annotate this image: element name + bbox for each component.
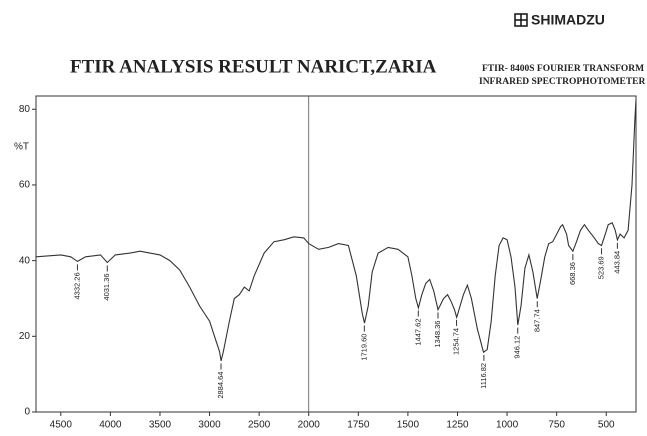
peak-label: 1116.82 [479,363,488,389]
y-tick-label: 80 [19,104,31,115]
peak-label: 946.12 [513,336,522,359]
x-tick-label: 1250 [446,420,469,431]
peak-label: 4031.36 [102,273,111,300]
peak-label: 1254.74 [452,328,461,355]
y-axis-label: %T [14,142,29,153]
peak-label: 1719.60 [359,334,368,361]
peak-label: 4332.26 [72,272,81,299]
x-tick-label: 2500 [248,420,271,431]
x-tick-label: 500 [598,420,615,431]
peak-label: 847.74 [532,309,541,332]
x-tick-label: 750 [548,420,565,431]
peak-label: 1447.62 [413,318,422,345]
y-tick-label: 0 [24,407,30,418]
chart-title: FTIR ANALYSIS RESULT NARICT,ZARIA [70,56,437,77]
x-tick-label: 1750 [347,420,370,431]
x-tick-label: 3000 [198,420,221,431]
peak-label: 1348.36 [433,321,442,348]
x-tick-label: 3500 [149,420,172,431]
brand: SHIMADZU [531,12,605,28]
subtitle: FTIR- 8400S FOURIER TRANSFORM [482,64,644,74]
x-tick-label: 2000 [298,420,321,431]
peak-label: 523.69 [597,256,606,279]
x-tick-label: 4000 [99,420,122,431]
x-tick-label: 1500 [397,420,420,431]
y-tick-label: 20 [19,331,31,342]
x-tick-label: 1000 [496,420,519,431]
spectrum-line [35,99,637,362]
x-tick-label: 4500 [50,420,73,431]
peak-label: 668.36 [568,262,577,285]
subtitle: INFRARED SPECTROPHOTOMETER [479,77,645,87]
y-tick-label: 40 [19,255,31,266]
y-tick-label: 60 [19,180,31,191]
peak-label: 443.84 [612,251,621,274]
peak-label: 2884.64 [216,372,225,399]
plot-frame [35,95,637,413]
